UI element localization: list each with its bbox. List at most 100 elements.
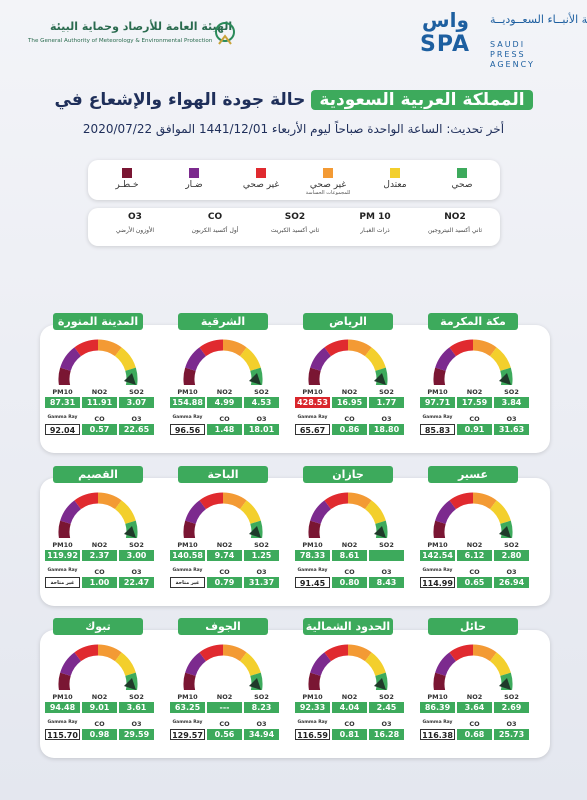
measure-label: PM10 bbox=[177, 388, 198, 396]
pollutant-key: NO2 ثاني أكسيد النيتروجين PM 10 ذرات الغبـا… bbox=[88, 208, 500, 246]
measure-label: PM10 bbox=[302, 388, 323, 396]
gauge-segment bbox=[185, 652, 207, 677]
measure-label: PM10 bbox=[427, 541, 448, 549]
city-name: الجوف bbox=[178, 618, 268, 635]
measure-label: O3 bbox=[131, 568, 142, 576]
city-card: الشرقية PM10 154.88 NO2 4.99 SO2 4.53 Gamma Ray… bbox=[164, 313, 282, 453]
legend-label: غير صحي bbox=[242, 180, 280, 190]
gauge-segment bbox=[185, 500, 207, 525]
measure-label: PM10 bbox=[302, 693, 323, 701]
gauge-segment bbox=[308, 367, 321, 385]
gauge-segment bbox=[183, 520, 196, 538]
measure-label: SO2 bbox=[504, 693, 519, 701]
gov-name-en: The General Authority of Meteorology & E… bbox=[28, 38, 213, 44]
gauge-segment bbox=[183, 672, 196, 690]
measure-value: 96.56 bbox=[170, 424, 205, 435]
measure-value: 6.12 bbox=[457, 550, 492, 561]
pollutant-name: الأوزون الأرضي bbox=[115, 227, 155, 234]
measure-label: CO bbox=[219, 720, 230, 728]
gauge-segment bbox=[489, 347, 511, 372]
measure-label: NO2 bbox=[341, 541, 358, 549]
measure-label: SO2 bbox=[379, 693, 394, 701]
gauge bbox=[58, 492, 138, 538]
measure-label: O3 bbox=[256, 415, 267, 423]
measure-value: 22.47 bbox=[119, 577, 154, 588]
gauge-segment bbox=[433, 367, 446, 385]
legend-label: صحي bbox=[451, 180, 473, 190]
measure-value: 2.80 bbox=[494, 550, 529, 561]
measure-value: غير متاحة bbox=[45, 577, 80, 588]
city-card: حائل PM10 86.39 NO2 3.64 SO2 2.69 Gamma Ray 116.… bbox=[414, 618, 532, 758]
gauge-segment bbox=[199, 492, 224, 510]
gauge-segment bbox=[222, 492, 247, 510]
gauge-segment bbox=[310, 652, 332, 677]
city-name: حائل bbox=[428, 618, 518, 635]
gauge-segment bbox=[97, 644, 122, 662]
gauge-needle bbox=[374, 678, 386, 690]
measure-label: CO bbox=[219, 568, 230, 576]
gauge-segment bbox=[60, 652, 82, 677]
measure-value: 114.99 bbox=[420, 577, 455, 588]
measure-value: 1.48 bbox=[207, 424, 242, 435]
measure-value: 18.80 bbox=[369, 424, 404, 435]
pollutant-name: ثاني أكسيد الكبريت bbox=[270, 227, 320, 234]
gauge-needle bbox=[374, 526, 386, 538]
legend-swatch bbox=[122, 168, 132, 178]
measure-value: 65.67 bbox=[295, 424, 330, 435]
measure-value: 116.59 bbox=[295, 729, 330, 740]
measure-value: 63.25 bbox=[170, 702, 205, 713]
gauge-segment bbox=[183, 367, 196, 385]
pollutant-name: ذرات الغبـار bbox=[360, 227, 390, 234]
city-name: عسير bbox=[428, 466, 518, 483]
measure-label: Gamma Ray bbox=[422, 720, 453, 725]
gauge-segment bbox=[489, 652, 511, 677]
gauge-segment bbox=[74, 339, 99, 357]
measure-value: 11.91 bbox=[82, 397, 117, 408]
gauge-segment bbox=[472, 339, 497, 357]
measure-label: NO2 bbox=[91, 388, 108, 396]
measure-value: 116.38 bbox=[420, 729, 455, 740]
measure-value: 86.39 bbox=[420, 702, 455, 713]
gauge-segment bbox=[364, 500, 386, 525]
spa-logo-en: SPA bbox=[420, 32, 470, 57]
measure-label: CO bbox=[469, 568, 480, 576]
measure-label: CO bbox=[219, 415, 230, 423]
gauge-needle bbox=[124, 526, 136, 538]
title-highlight: المملكة العربية السعودية bbox=[311, 90, 533, 110]
city-name: مكة المكرمة bbox=[428, 313, 518, 330]
gauge bbox=[308, 644, 388, 690]
gauge-segment bbox=[114, 652, 136, 677]
gauge bbox=[183, 644, 263, 690]
city-card: الباحة PM10 140.58 NO2 9.74 SO2 1.25 Gamma Ray غ… bbox=[164, 466, 282, 606]
gauge-segment bbox=[449, 492, 474, 510]
gauge-segment bbox=[310, 500, 332, 525]
measure-label: NO2 bbox=[466, 388, 483, 396]
measure-value: 2.45 bbox=[369, 702, 404, 713]
city-name: المدينة المنورة bbox=[53, 313, 143, 330]
gauge-segment bbox=[58, 520, 71, 538]
gauge-segment bbox=[185, 347, 207, 372]
measure-value: 0.56 bbox=[207, 729, 242, 740]
measure-value: 8.61 bbox=[332, 550, 367, 561]
measure-label: PM10 bbox=[302, 541, 323, 549]
pollutant-code: CO bbox=[207, 212, 223, 222]
measure-value: 16.95 bbox=[332, 397, 367, 408]
measure-label: O3 bbox=[506, 720, 517, 728]
gauge bbox=[58, 644, 138, 690]
gov-logo bbox=[215, 22, 235, 45]
gauge-segment bbox=[435, 652, 457, 677]
city-card: مكة المكرمة PM10 97.71 NO2 17.59 SO2 3.84 Gamma… bbox=[414, 313, 532, 453]
measure-value: 3.07 bbox=[119, 397, 154, 408]
measure-value: 91.45 bbox=[295, 577, 330, 588]
spa-name-en: SAUDI PRESS AGENCY bbox=[490, 40, 535, 69]
measure-label: NO2 bbox=[91, 693, 108, 701]
spa-name-ar: وكالة الأنبــاء السعــوديــة bbox=[490, 13, 587, 26]
measure-label: NO2 bbox=[216, 541, 233, 549]
measure-label: Gamma Ray bbox=[297, 415, 328, 420]
measure-value: 1.00 bbox=[82, 577, 117, 588]
gauge-segment bbox=[60, 500, 82, 525]
gauge-segment bbox=[58, 672, 71, 690]
measure-value: 3.61 bbox=[119, 702, 154, 713]
measure-value: 25.73 bbox=[494, 729, 529, 740]
measure-value: 78.33 bbox=[295, 550, 330, 561]
